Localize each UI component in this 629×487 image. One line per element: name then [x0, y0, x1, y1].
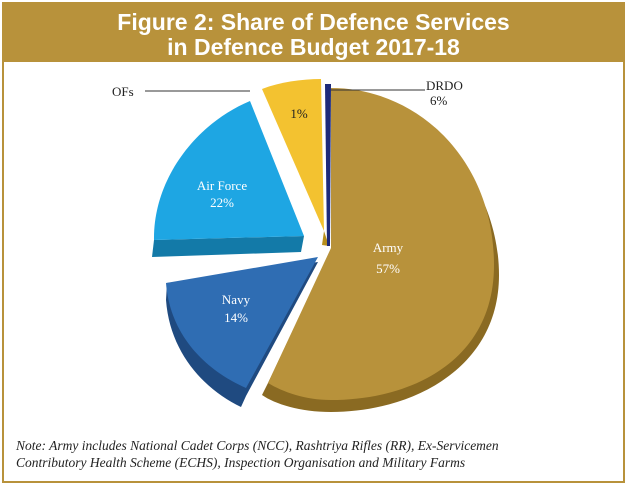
chart-title: Figure 2: Share of Defence Services	[117, 9, 510, 35]
footnote-line-1: Note: Army includes National Cadet Corps…	[16, 438, 499, 453]
footnote: Note: Army includes National Cadet Corps…	[16, 437, 616, 471]
slice-ofs	[262, 79, 324, 231]
label-ofs-value: 1%	[290, 106, 308, 121]
label-airforce-value: 22%	[210, 195, 234, 210]
slice-army	[268, 88, 494, 400]
slice-drdo	[325, 84, 331, 246]
slice-airforce-depth	[152, 236, 304, 257]
label-drdo-value: 6%	[430, 93, 448, 108]
chart-subtitle: in Defence Budget 2017-18	[167, 34, 460, 60]
label-army-name: Army	[373, 240, 404, 255]
label-navy-value: 14%	[224, 310, 248, 325]
slice-airforce	[153, 101, 304, 240]
label-navy-name: Navy	[222, 292, 251, 307]
label-drdo-name: DRDO	[426, 78, 463, 93]
label-army-value: 57%	[376, 261, 400, 276]
slice-navy	[166, 257, 318, 388]
chart-header: Figure 2: Share of Defence Services in D…	[4, 4, 623, 62]
label-ofs-name: OFs	[112, 84, 134, 99]
label-airforce-name: Air Force	[197, 178, 247, 193]
footnote-line-2: Contributory Health Scheme (ECHS), Inspe…	[16, 455, 466, 470]
